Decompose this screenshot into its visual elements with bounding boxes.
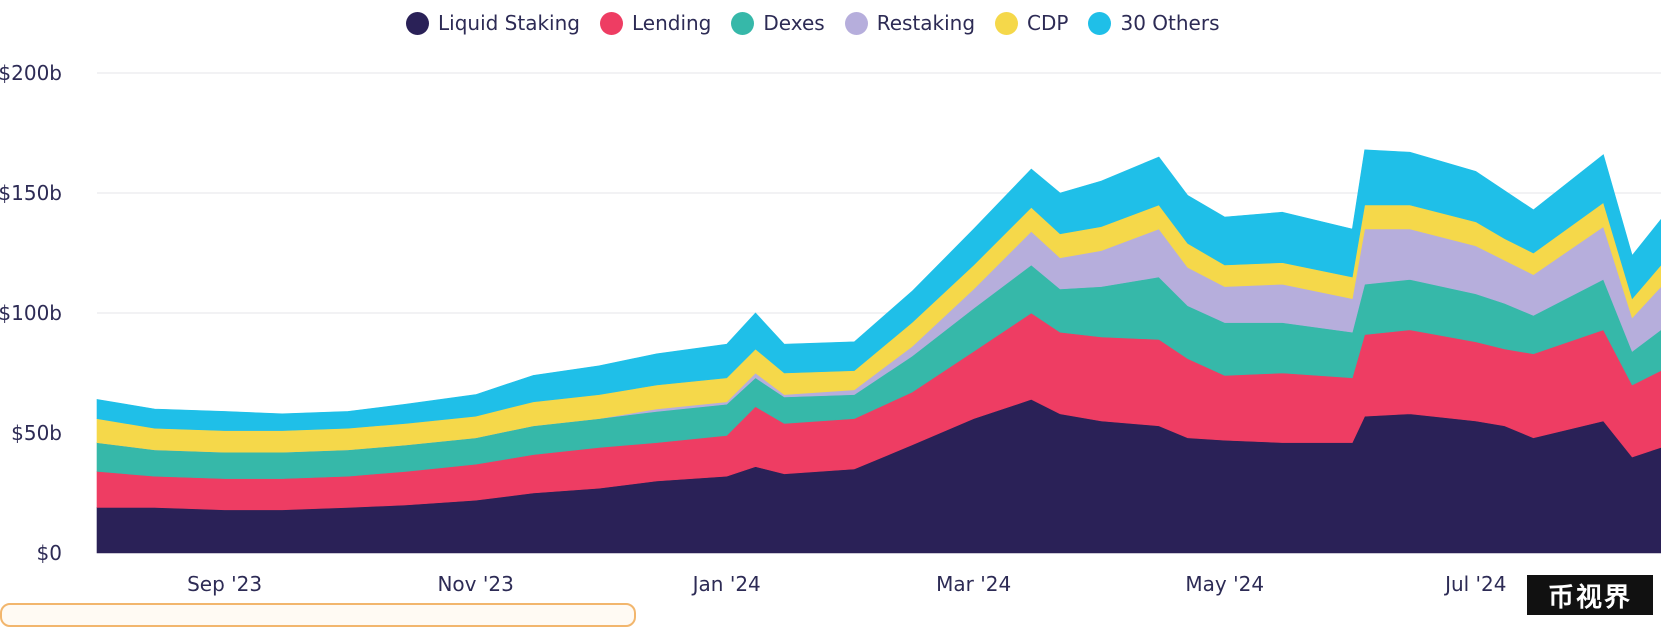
legend-item-cdp[interactable]: CDP: [995, 11, 1068, 35]
legend-item-restaking[interactable]: Restaking: [844, 11, 976, 35]
legend-label: Lending: [631, 11, 712, 35]
x-tick-label: Nov '23: [437, 572, 513, 596]
legend-item-liquid-staking[interactable]: Liquid Staking: [406, 11, 580, 35]
legend-label: Dexes: [763, 11, 825, 35]
y-tick-label: $0: [37, 541, 62, 565]
x-tick-label: Mar '24: [936, 572, 1011, 596]
legend-dot: [406, 11, 429, 35]
legend-dot: [844, 11, 868, 35]
area-series-30-others: [96, 149, 1661, 431]
legend-dot: [995, 11, 1019, 35]
y-tick-label: $200b: [0, 61, 62, 85]
x-tick-label: Jul '24: [1443, 572, 1506, 596]
legend-item-dexes[interactable]: Dexes: [731, 11, 825, 35]
y-tick-label: $50b: [11, 421, 62, 445]
x-tick-label: May '24: [1185, 572, 1264, 596]
bottom-panel-edge: [0, 603, 636, 627]
legend-item-lending[interactable]: Lending: [599, 11, 712, 35]
y-tick-label: $100b: [0, 301, 62, 325]
y-tick-label: $150b: [0, 181, 62, 205]
legend-label: Restaking: [876, 11, 976, 35]
watermark: 币视界: [1527, 575, 1653, 615]
legend-dot: [731, 11, 755, 35]
x-tick-label: Jan '24: [691, 572, 761, 596]
legend-label: CDP: [1027, 11, 1069, 35]
x-tick-label: Sep '23: [187, 572, 262, 596]
chart-legend: Liquid Staking Lending Dexes Restaking C…: [406, 8, 1220, 38]
legend-label: Liquid Staking: [438, 11, 580, 35]
legend-item-others[interactable]: 30 Others: [1088, 11, 1220, 35]
legend-dot: [1088, 11, 1112, 35]
legend-dot: [599, 11, 623, 35]
legend-label: 30 Others: [1120, 11, 1220, 35]
